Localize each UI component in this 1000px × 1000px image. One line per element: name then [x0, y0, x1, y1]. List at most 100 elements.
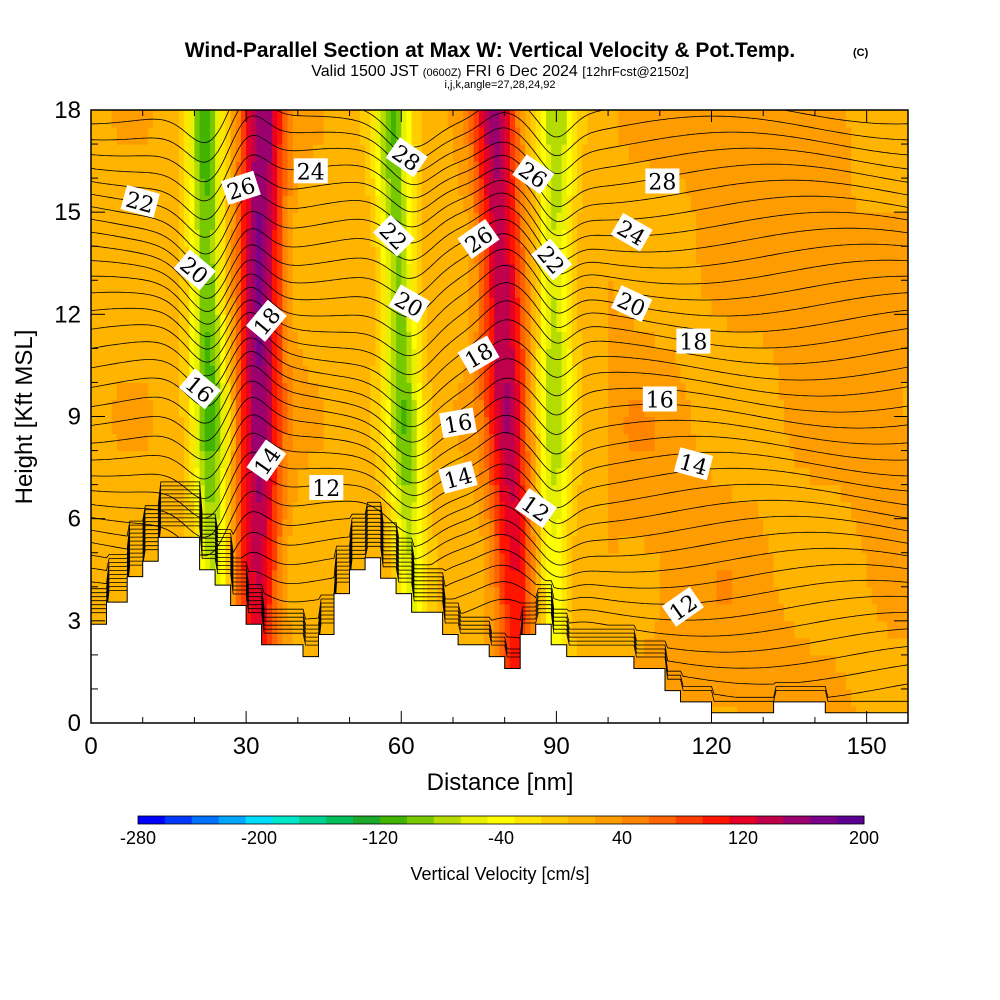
field-cell [478, 552, 485, 571]
field-cell [277, 518, 283, 537]
field-cell [494, 127, 501, 145]
field-cell [421, 569, 428, 588]
field-cell [116, 331, 123, 349]
field-cell [344, 229, 351, 247]
field-cell [106, 144, 113, 162]
field-cell [142, 484, 149, 503]
field-cell [649, 246, 656, 264]
field-cell [483, 484, 490, 503]
field-cell [153, 144, 159, 162]
field-cell [737, 246, 744, 264]
field-cell [716, 161, 723, 179]
field-cell [483, 246, 490, 264]
field-cell [189, 212, 196, 230]
field-cell [323, 399, 330, 418]
field-cell [111, 450, 118, 469]
field-cell [370, 535, 376, 554]
field-cell [142, 501, 149, 520]
field-cell [380, 450, 387, 469]
field-cell [266, 620, 273, 639]
field-cell [727, 620, 733, 639]
field-cell [334, 501, 340, 520]
field-cell [695, 297, 702, 315]
field-cell [608, 484, 614, 503]
field-cell [592, 229, 599, 247]
field-cell [592, 178, 599, 196]
field-cell [101, 382, 108, 401]
field-cell [794, 501, 801, 520]
field-cell [323, 433, 330, 452]
field-cell [478, 535, 485, 554]
field-cell [215, 518, 221, 537]
field-cell [483, 144, 490, 162]
field-cell [153, 433, 159, 452]
field-cell [680, 552, 687, 571]
field-cell [303, 331, 309, 349]
field-cell [447, 501, 454, 520]
field-cell [520, 314, 526, 332]
field-cell [520, 416, 526, 435]
field-cell [737, 484, 744, 503]
field-cell [365, 212, 371, 230]
field-cell [639, 603, 645, 622]
field-cell [147, 416, 154, 435]
field-cell [664, 569, 671, 588]
field-cell [303, 297, 309, 315]
field-cell [199, 501, 206, 520]
field-cell [566, 365, 573, 384]
field-cell [158, 331, 164, 349]
field-cell [494, 382, 501, 401]
field-cell [628, 348, 635, 367]
field-cell [483, 535, 490, 554]
field-cell [303, 263, 309, 281]
field-cell [277, 484, 283, 503]
field-cell [535, 569, 542, 588]
field-cell [401, 178, 408, 196]
field-cell [680, 229, 687, 247]
field-cell [292, 229, 299, 247]
field-cell [789, 688, 795, 707]
field-cell [178, 467, 185, 486]
field-cell [613, 229, 620, 247]
field-cell [178, 110, 185, 128]
field-cell [690, 569, 697, 588]
field-cell [478, 433, 485, 452]
field-cell [240, 297, 247, 315]
field-cell [411, 331, 418, 349]
field-cell [406, 518, 413, 537]
field-cell [256, 178, 263, 196]
field-cell [690, 501, 697, 520]
field-cell [659, 297, 666, 315]
field-cell [447, 178, 454, 196]
field-cell [732, 110, 738, 128]
field-cell [494, 586, 501, 605]
field-cell [582, 229, 588, 247]
field-cell [132, 348, 139, 367]
field-cell [116, 348, 123, 367]
field-cell [509, 297, 516, 315]
field-cell [794, 671, 801, 690]
field-cell [680, 569, 687, 588]
field-cell [582, 161, 588, 179]
field-cell [639, 195, 645, 213]
field-cell [365, 399, 371, 418]
field-cell [711, 518, 718, 537]
field-cell [556, 484, 563, 503]
field-cell [230, 416, 237, 435]
field-cell [540, 399, 547, 418]
field-cell [535, 263, 542, 281]
field-cell [230, 586, 237, 605]
field-cell [747, 280, 754, 298]
field-cell [535, 586, 542, 605]
field-cell [277, 586, 283, 605]
field-cell [375, 450, 382, 469]
field-cell [437, 280, 444, 298]
field-cell [173, 144, 180, 162]
field-cell [659, 433, 666, 452]
field-cell [530, 399, 537, 418]
field-cell [390, 314, 397, 332]
field-cell [608, 365, 614, 384]
field-cell [509, 501, 516, 520]
field-cell [747, 535, 754, 554]
field-cell [783, 195, 790, 213]
